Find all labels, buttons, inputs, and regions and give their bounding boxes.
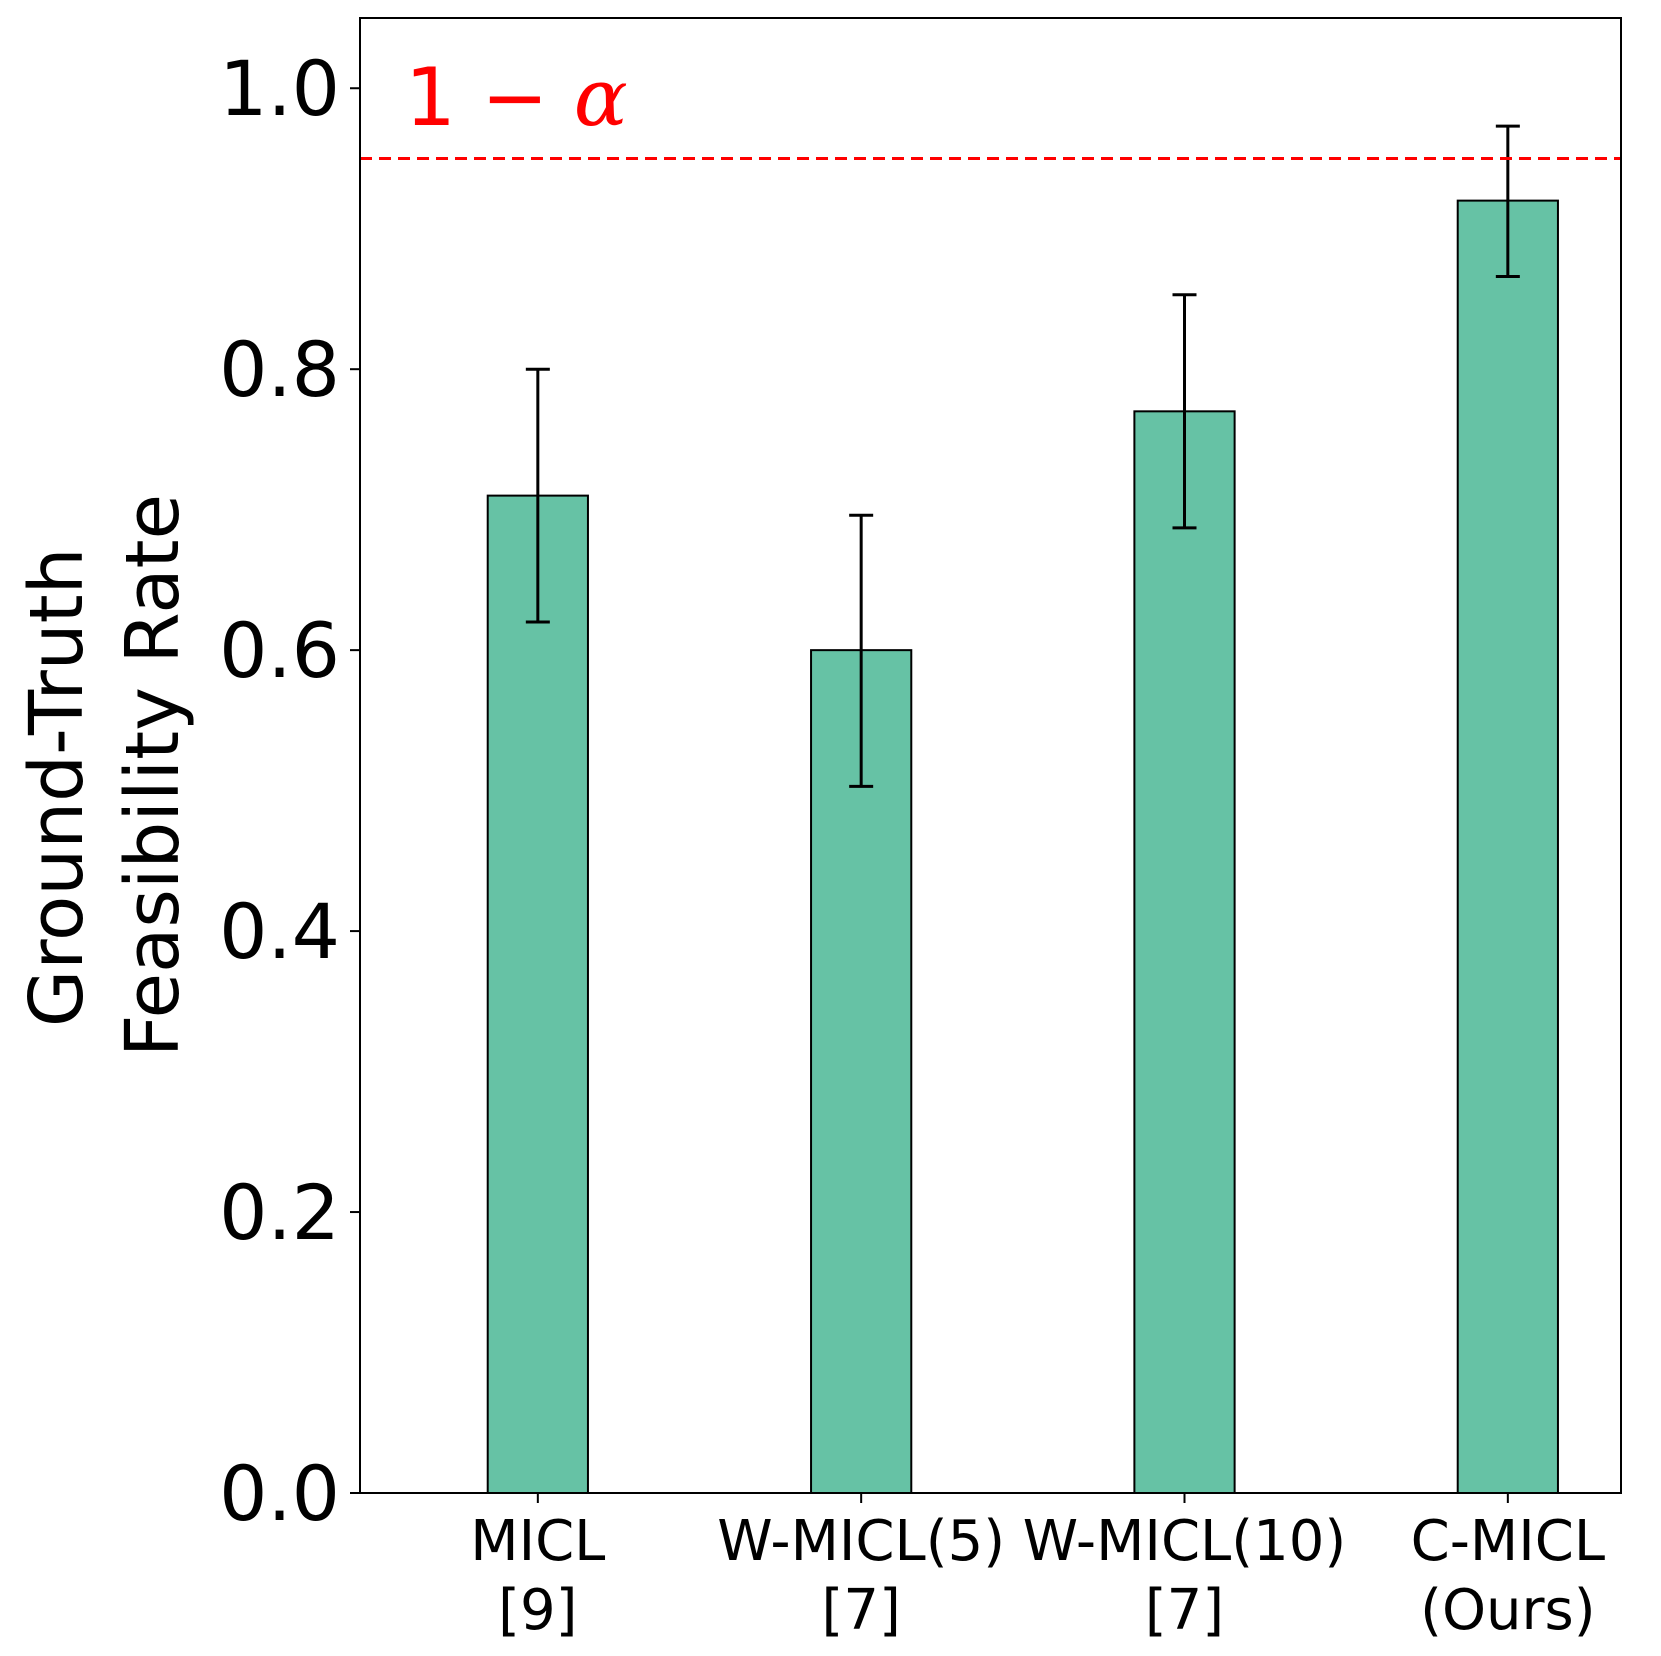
error-bars-group: [525, 124, 1520, 788]
y-axis-ticks: 0.0 0.2 0.4 0.6 0.8 1.0: [219, 44, 360, 1538]
bars-group: [486, 199, 1559, 1495]
y-axis-title-line1: Ground-Truth: [14, 547, 100, 1027]
x-axis-labels: MICL[9]W-MICL(5)[7]W-MICL(10)[7]C-MICL(O…: [470, 1493, 1605, 1643]
y-tick-label-1: 0.2: [219, 1168, 340, 1257]
x-label-line2-4: (Ours): [1420, 1578, 1595, 1643]
y-tick-label-2: 0.4: [219, 887, 340, 976]
x-label-line2-3: [7]: [1145, 1578, 1224, 1643]
bar-3: [1133, 410, 1236, 1494]
x-label-line2-2: [7]: [822, 1578, 901, 1643]
x-label-line1-3: W-MICL(10): [1023, 1509, 1346, 1574]
y-tick-label-0: 0.0: [219, 1449, 340, 1538]
bar-4: [1456, 199, 1559, 1495]
x-label-line2-1: [9]: [498, 1578, 577, 1643]
y-axis-title-line2: Feasibility Rate: [110, 494, 196, 1057]
x-label-line1-1: MICL: [470, 1509, 605, 1574]
y-axis-title: Ground-Truth Feasibility Rate: [14, 494, 196, 1057]
y-tick-label-5: 1.0: [219, 44, 340, 133]
x-label-line1-4: C-MICL: [1411, 1509, 1605, 1574]
x-label-line1-2: W-MICL(5): [717, 1509, 1005, 1574]
bar-1: [486, 494, 589, 1495]
reference-label-alpha: α: [574, 51, 628, 144]
y-tick-label-3: 0.6: [219, 606, 340, 695]
reference-line-label: 1 − α: [405, 51, 628, 144]
y-tick-label-4: 0.8: [219, 325, 340, 414]
plot-frame: [359, 17, 1622, 1494]
reference-label-prefix: 1 −: [405, 51, 574, 144]
